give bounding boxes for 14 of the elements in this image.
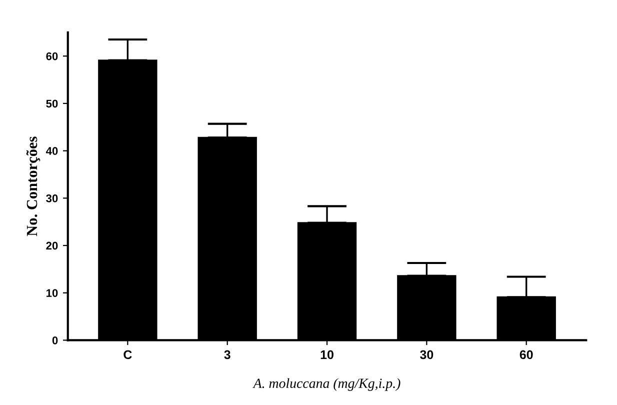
y-axis-title: No. Contorções	[26, 136, 40, 236]
y-tick-label: 0	[52, 336, 58, 344]
y-tick-label: 60	[46, 52, 58, 60]
y-tick-label: 30	[46, 194, 58, 202]
x-tick-label: 3	[224, 350, 230, 360]
y-tick-label: 20	[46, 242, 58, 250]
y-tick-label: 50	[46, 100, 58, 108]
x-tick-label: 30	[420, 350, 434, 360]
x-tick-label: 10	[320, 350, 334, 360]
x-tick-label: 60	[520, 350, 533, 360]
y-tick-label: 10	[46, 289, 58, 297]
y-tick-label: 40	[46, 147, 58, 155]
x-axis-title: A. moluccana (mg/Kg,i.p.)	[252, 378, 400, 391]
x-tick-label: C	[124, 350, 132, 360]
